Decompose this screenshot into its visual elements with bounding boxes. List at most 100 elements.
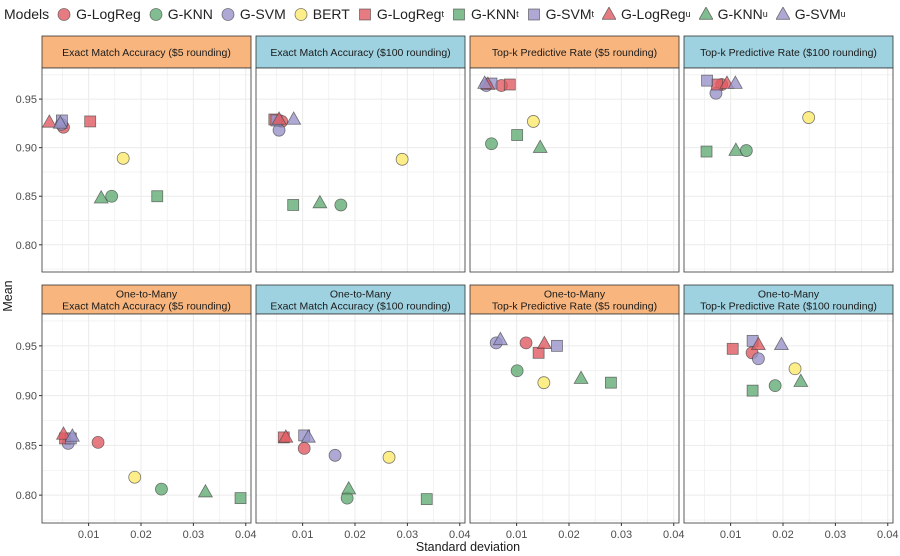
- legend-marker: [527, 8, 540, 21]
- x-tick-label: 0.02: [558, 529, 579, 541]
- y-tick-label: 0.80: [16, 490, 37, 502]
- point-g-logreg_u: [41, 114, 57, 128]
- point-g-knn: [334, 198, 348, 212]
- y-tick-label: 0.85: [16, 191, 37, 203]
- legend-marker: [57, 8, 71, 21]
- facet-strip: [255, 284, 466, 315]
- point-g-svm_u: [773, 336, 790, 351]
- point-g-svm_t: [551, 339, 563, 352]
- point-g-svm_u: [52, 115, 68, 129]
- panel-background: [470, 314, 679, 523]
- point-bert: [788, 362, 802, 376]
- legend-label: G-KNN: [167, 6, 213, 22]
- legend-key-circle-icon: [149, 8, 163, 21]
- point-bert: [526, 115, 540, 128]
- y-tick-label: 0.80: [16, 240, 37, 252]
- facet-title: One-to-Many: [758, 289, 820, 301]
- legend-marker: [294, 8, 308, 21]
- legend-item: G-LogReg u: [602, 6, 691, 22]
- point-g-logreg_u: [536, 335, 552, 350]
- x-tick-label: 0.01: [506, 529, 527, 541]
- legend-item: G-LogReg t: [358, 6, 444, 22]
- legend-item: BERT: [294, 6, 350, 22]
- facet-title: One-to-Many: [116, 289, 178, 301]
- x-tick-label: 0.03: [825, 529, 846, 541]
- point-bert: [128, 470, 142, 484]
- legend-marker: [149, 8, 163, 21]
- x-tick-label: 0.01: [720, 529, 741, 541]
- legend-key-circle-icon: [57, 8, 71, 21]
- x-tick-label: 0.04: [235, 529, 256, 541]
- panel-border: [41, 313, 252, 524]
- y-axis-title: Mean: [1, 280, 15, 311]
- point-g-logreg_u: [278, 429, 294, 443]
- panel-background: [256, 68, 465, 272]
- facet-title: One-to-Many: [544, 289, 606, 301]
- panel-border: [255, 67, 466, 273]
- panel-border: [683, 67, 894, 273]
- point-g-knn_t: [151, 190, 164, 203]
- point-g-logreg_u: [55, 426, 72, 440]
- point-g-svm_u: [64, 428, 80, 442]
- facet-title: One-to-Many: [330, 289, 392, 301]
- legend-label: G-LogReg: [76, 6, 141, 22]
- y-tick-label: 0.90: [16, 391, 37, 403]
- point-g-svm_u: [477, 75, 493, 89]
- point-g-knn_u: [341, 480, 357, 495]
- legend: Models G-LogReg G-KNN G-SVM BERT G-LogReg t G-…: [4, 3, 854, 25]
- point-g-knn_t: [420, 493, 433, 506]
- y-tick-label: 0.85: [16, 440, 37, 452]
- facet-title: Exact Match Accuracy ($100 rounding): [270, 47, 450, 59]
- point-g-logreg: [297, 441, 311, 455]
- legend-title: Models: [4, 6, 50, 22]
- legend-marker: [221, 8, 235, 21]
- point-g-logreg: [519, 336, 533, 350]
- legend-item: G-KNN t: [452, 6, 519, 22]
- legend-label: G-LogReg: [376, 6, 442, 22]
- y-tick-label: 0.90: [16, 143, 37, 155]
- legend-item: G-SVM t: [527, 6, 594, 22]
- point-bert: [537, 376, 551, 390]
- legend-marker: [453, 8, 465, 21]
- legend-key-triangle-icon: [602, 7, 616, 20]
- legend-label: G-LogReg: [621, 6, 686, 22]
- facet-title: Top-k Predictive Rate ($5 rounding): [492, 301, 657, 313]
- point-bert: [382, 450, 396, 464]
- legend-label-subscript: u: [840, 9, 846, 19]
- point-g-knn: [105, 189, 119, 203]
- point-bert: [395, 152, 409, 166]
- legend-label-subscript: t: [591, 9, 594, 19]
- facet-title: Top-k Predictive Rate ($100 rounding): [700, 301, 877, 313]
- point-g-logreg_u: [271, 111, 287, 125]
- legend-key-square-icon: [453, 8, 465, 21]
- legend-item: G-KNN u: [698, 6, 768, 22]
- legend-item: G-SVM u: [775, 6, 846, 22]
- x-tick-label: 0.02: [344, 529, 365, 541]
- x-tick-label: 0.01: [78, 529, 99, 541]
- point-g-knn_t: [746, 384, 759, 397]
- point-g-logreg: [91, 435, 105, 449]
- point-g-knn_u: [793, 373, 809, 387]
- point-g-knn_u: [93, 189, 109, 204]
- legend-marker: [358, 8, 371, 21]
- legend-item: G-SVM: [221, 6, 286, 22]
- x-tick-label: 0.03: [397, 529, 418, 541]
- legend-marker: [698, 7, 713, 20]
- x-tick-label: 0.04: [449, 529, 470, 541]
- point-bert: [802, 111, 816, 124]
- legend-key-circle-icon: [221, 8, 235, 21]
- point-g-svm_u: [300, 429, 316, 443]
- facet-title: Exact Match Accuracy ($100 rounding): [270, 301, 450, 313]
- point-g-knn_u: [197, 483, 214, 498]
- point-g-knn_u: [728, 142, 744, 156]
- facet-strip: [41, 35, 252, 69]
- legend-key-square-icon: [527, 8, 540, 21]
- panel-background: [256, 314, 465, 523]
- panel-background: [684, 314, 893, 523]
- y-tick-label: 0.95: [16, 341, 37, 353]
- y-tick-label: 0.95: [16, 94, 37, 106]
